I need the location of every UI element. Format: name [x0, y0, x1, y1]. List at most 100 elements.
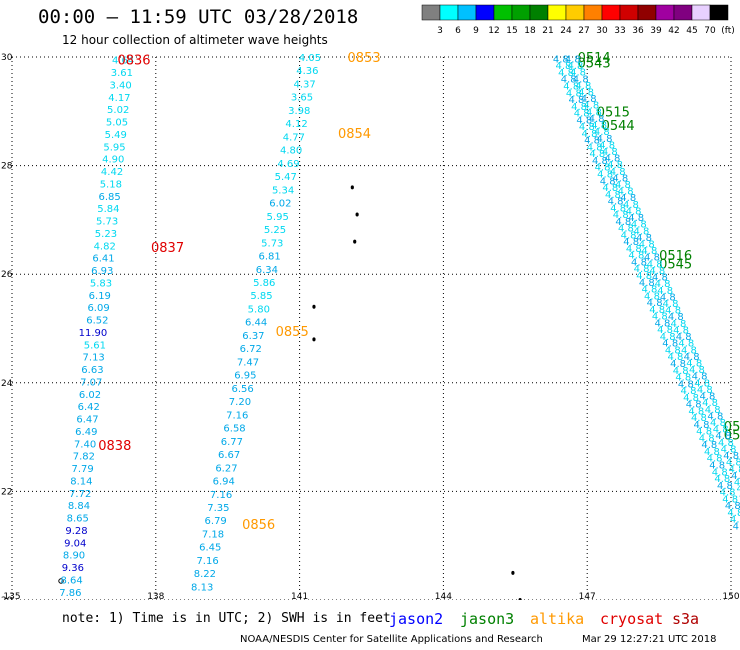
lat-tick-label: 20 [1, 596, 13, 600]
swh-value-label: 4.36 [296, 66, 318, 77]
swh-value-label: 8.64 [60, 575, 82, 586]
lon-tick-label: 147 [579, 592, 596, 600]
swh-value-label: 11.90 [79, 328, 108, 339]
swh-swath-mark: 4.8 [604, 154, 620, 165]
swh-swath-mark: 4.8 [649, 305, 665, 316]
swh-swath-mark: 4.8 [710, 418, 726, 429]
swh-swath-mark: 4.8 [692, 372, 708, 383]
swh-value-label: 5.86 [253, 278, 275, 289]
swh-swath-mark: 4.8 [734, 477, 740, 488]
swh-swath-mark: 4.8 [618, 187, 634, 198]
lat-tick-label: 22 [1, 487, 12, 497]
color-scale-label: 9 [473, 26, 479, 36]
swh-swath-mark: 4.8 [584, 136, 600, 147]
swh-swath-mark: 4.8 [639, 278, 655, 289]
legend-jason3: jason3 [460, 610, 515, 628]
swh-value-label: 6.81 [258, 252, 280, 263]
swh-value-label: 5.18 [100, 179, 122, 190]
swh-value-label: 9.36 [62, 563, 84, 574]
swh-swath-mark: 4.8 [639, 240, 655, 251]
swh-value-label: 6.47 [76, 415, 98, 426]
swh-swath-mark: 4.8 [702, 398, 718, 409]
lat-tick-label: 28 [1, 162, 13, 172]
swh-value-label: 5.83 [90, 278, 112, 289]
swh-value-label: 6.45 [199, 543, 221, 554]
swh-value-label: 7.40 [74, 439, 96, 450]
swh-value-label: 5.95 [267, 212, 289, 223]
swh-swath-mark: 4.8 [694, 420, 710, 431]
legend-s3a: s3a [672, 610, 700, 628]
swh-swath-mark: 4.8 [573, 74, 589, 85]
swh-swath-mark: 4.8 [654, 318, 670, 329]
swh-swath-mark: 4.8 [566, 88, 582, 99]
legend-jason2: jason2 [389, 610, 444, 628]
swh-swath-mark: 4.8 [652, 312, 668, 323]
swh-swath-mark: 4.8 [678, 339, 694, 350]
swh-value-label: 8.14 [70, 476, 92, 487]
swh-swath-mark: 4.8 [575, 81, 591, 92]
color-scale-label: 15 [506, 26, 517, 36]
swh-value-label: 7.47 [237, 357, 259, 368]
color-scale-label: 45 [686, 26, 697, 36]
swh-value-label: 5.80 [248, 304, 270, 315]
swh-value-label: 5.23 [95, 229, 117, 240]
swh-swath-mark: 4.8 [576, 115, 592, 126]
swh-value-label: 6.02 [79, 390, 101, 401]
swh-swath-mark: 4.8 [615, 180, 631, 191]
island-marker [518, 598, 522, 600]
swh-value-label: 6.95 [234, 371, 256, 382]
swh-value-label: 6.41 [92, 254, 114, 265]
swh-swath-mark: 4.8 [713, 425, 729, 436]
swh-value-label: 6.02 [269, 199, 291, 210]
swh-swath-mark: 4.8 [727, 508, 740, 519]
swh-swath-mark: 4.8 [717, 481, 733, 492]
swh-value-label: 3.40 [110, 80, 132, 91]
swh-swath-mark: 4.8 [699, 392, 715, 403]
legend-note: note: 1) Time is in UTC; 2) SWH is in fe… [62, 611, 391, 626]
pass-time-label: 0545 [659, 257, 692, 272]
lat-tick-label: 30 [1, 53, 13, 63]
swh-swath-mark: 4.8 [607, 160, 623, 171]
swh-swath-mark: 4.8 [636, 271, 652, 282]
swh-value-label: 3.65 [291, 93, 313, 104]
swh-swath-mark: 4.8 [589, 149, 605, 160]
swh-value-label: 9.04 [64, 538, 86, 549]
page-subtitle: 12 hour collection of altimeter wave hei… [62, 33, 328, 47]
swh-swath-mark: 4.8 [628, 213, 644, 224]
swh-swath-mark: 4.8 [668, 352, 684, 363]
swh-swath-mark: 4.8 [602, 147, 618, 158]
color-scale-label: 27 [578, 26, 589, 36]
swh-swath-mark: 4.8 [644, 253, 660, 264]
color-scale-label: 33 [614, 26, 625, 36]
island-marker [350, 185, 354, 190]
swh-swath-mark: 4.8 [626, 244, 642, 255]
swh-swath-mark: 4.8 [569, 95, 585, 106]
pass-time-label: 0855 [276, 325, 309, 340]
lat-tick-label: 26 [1, 270, 13, 280]
color-scale-label: 30 [596, 26, 608, 36]
swh-value-label: 6.42 [78, 402, 100, 413]
island-marker [355, 212, 359, 217]
legend-cryosat: cryosat [600, 610, 664, 628]
swh-swath-mark: 4.8 [594, 127, 610, 138]
swh-swath-mark: 4.8 [610, 203, 626, 214]
swh-swath-mark: 4.8 [599, 140, 615, 151]
swh-value-label: 7.16 [210, 490, 232, 501]
color-scale-label: (ft) [721, 26, 735, 36]
lon-tick-label: 135 [3, 592, 20, 600]
swh-swath-mark: 4.8 [578, 87, 594, 98]
swh-value-label: 8.90 [63, 551, 85, 562]
swh-swath-mark: 4.8 [579, 122, 595, 133]
swh-swath-mark: 4.8 [689, 365, 705, 376]
swh-value-label: 4.80 [280, 146, 302, 157]
swh-value-label: 7.16 [226, 410, 248, 421]
swh-value-label: 4.64 [112, 56, 134, 67]
swh-value-label: 5.47 [275, 172, 297, 183]
swh-swath-mark: 4.8 [592, 156, 608, 167]
swh-swath-mark: 4.8 [647, 259, 663, 270]
swh-swath-mark: 4.8 [715, 431, 731, 442]
island-marker [312, 337, 316, 342]
swh-value-label: 5.25 [264, 225, 286, 236]
swh-value-label: 4.37 [294, 79, 316, 90]
island-marker [58, 578, 64, 584]
